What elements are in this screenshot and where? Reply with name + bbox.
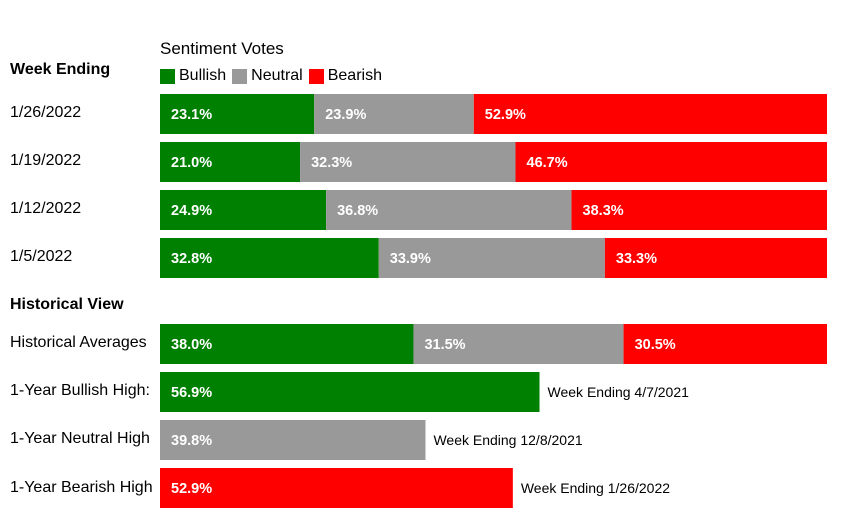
legend-label-bullish: Bullish xyxy=(179,67,227,84)
week-ending-heading: Week Ending xyxy=(10,61,111,78)
row-label-week-4: 1/5/2022 xyxy=(10,248,73,265)
bar-neutral-high xyxy=(160,420,426,460)
bar-week-2-bullish xyxy=(160,142,301,182)
bar-week-3-neutral xyxy=(326,190,572,230)
bar-historical-averages-neutral xyxy=(413,324,624,364)
legend-swatch-neutral xyxy=(232,68,248,84)
row-label-neutral-high: 1-Year Neutral High xyxy=(10,430,150,447)
row-label-week-3: 1/12/2022 xyxy=(10,200,82,217)
bar-label-week-1-bullish: 23.1% xyxy=(171,107,212,123)
bar-label-week-4-bearish: 33.3% xyxy=(616,251,657,267)
bar-label-week-4-bullish: 32.8% xyxy=(171,251,212,267)
bar-historical-averages-bearish xyxy=(623,324,827,364)
bar-week-3-bearish xyxy=(571,190,827,230)
bar-week-2-bearish xyxy=(515,142,827,182)
bar-label-bullish-high: 56.9% xyxy=(171,385,212,401)
bar-label-week-2-bearish: 46.7% xyxy=(527,155,568,171)
bar-label-week-4-neutral: 33.9% xyxy=(390,251,431,267)
bar-bullish-high xyxy=(160,372,540,412)
bar-bearish-high xyxy=(160,468,513,508)
note-bullish-high: Week Ending 4/7/2021 xyxy=(547,384,689,400)
row-label-bearish-high: 1-Year Bearish High xyxy=(10,479,153,496)
bar-week-1-bearish xyxy=(473,94,827,134)
bar-label-historical-averages-neutral: 31.5% xyxy=(424,337,465,353)
row-label-historical-averages: Historical Averages xyxy=(10,334,147,351)
legend-label-neutral: Neutral xyxy=(251,67,303,84)
bar-label-week-3-bearish: 38.3% xyxy=(583,203,624,219)
row-label-week-2: 1/19/2022 xyxy=(10,152,82,169)
note-neutral-high: Week Ending 12/8/2021 xyxy=(433,432,583,448)
bar-week-4-bearish xyxy=(604,238,827,278)
legend: Bullish Neutral Bearish xyxy=(160,67,388,85)
bar-label-bearish-high: 52.9% xyxy=(171,481,212,497)
bar-historical-averages-bullish xyxy=(160,324,414,364)
legend-item-bullish: Bullish xyxy=(160,67,226,85)
bar-week-1-bullish xyxy=(160,94,315,134)
bar-label-week-1-neutral: 23.9% xyxy=(325,107,366,123)
chart-title: Sentiment Votes xyxy=(160,39,284,58)
row-label-week-1: 1/26/2022 xyxy=(10,104,82,121)
legend-item-neutral: Neutral xyxy=(232,67,303,85)
legend-label-bearish: Bearish xyxy=(327,67,382,84)
bar-week-4-neutral xyxy=(378,238,605,278)
legend-swatch-bullish xyxy=(160,68,175,84)
bar-label-week-3-bullish: 24.9% xyxy=(171,203,212,219)
row-label-bullish-high: 1-Year Bullish High: xyxy=(10,382,150,399)
bar-week-2-neutral xyxy=(300,142,516,182)
bar-week-4-bullish xyxy=(160,238,379,278)
bar-label-historical-averages-bullish: 38.0% xyxy=(171,337,212,353)
legend-item-bearish: Bearish xyxy=(308,67,382,85)
note-bearish-high: Week Ending 1/26/2022 xyxy=(520,480,671,496)
bar-label-neutral-high: 39.8% xyxy=(171,433,212,449)
bar-label-historical-averages-bearish: 30.5% xyxy=(635,337,676,353)
bar-week-3-bullish xyxy=(160,190,327,230)
bar-week-1-neutral xyxy=(314,94,474,134)
historical-view-heading: Historical View xyxy=(10,296,124,313)
bar-label-week-2-bullish: 21.0% xyxy=(171,155,212,171)
bar-label-week-2-neutral: 32.3% xyxy=(311,155,352,171)
bar-label-week-3-neutral: 36.8% xyxy=(337,203,378,219)
bar-label-week-1-bearish: 52.9% xyxy=(485,107,526,123)
legend-swatch-bearish xyxy=(308,68,324,84)
